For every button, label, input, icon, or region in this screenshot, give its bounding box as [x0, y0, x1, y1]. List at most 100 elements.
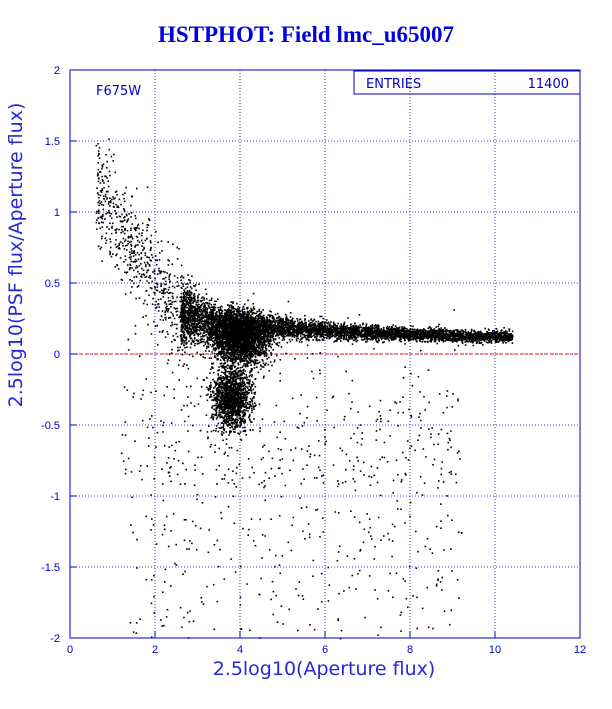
- data-point-3475: [338, 332, 340, 334]
- data-point-13: [343, 326, 346, 329]
- data-point-4161: [389, 330, 392, 332]
- data-point-3057: [500, 333, 502, 336]
- data-point-2762: [403, 337, 405, 340]
- data-point-978: [391, 334, 394, 336]
- data-point-718: [205, 331, 207, 333]
- data-point-4196: [316, 332, 319, 335]
- data-point-2646: [435, 331, 438, 334]
- data-point-4932: [200, 327, 202, 329]
- data-point-3997: [442, 329, 444, 331]
- data-point-1506: [307, 332, 310, 334]
- data-point-3993: [350, 333, 352, 335]
- data-point-2903: [199, 327, 201, 329]
- data-point-4908: [330, 331, 333, 333]
- data-point-817: [390, 337, 392, 340]
- data-point-4749: [269, 331, 271, 334]
- data-point-3039: [266, 337, 269, 339]
- data-point-930: [375, 325, 378, 328]
- data-point-4927: [434, 340, 436, 343]
- data-point-1912: [481, 338, 484, 341]
- data-point-4138: [309, 335, 312, 337]
- data-point-4428: [207, 331, 210, 333]
- data-point-3708: [393, 338, 396, 341]
- data-point-4577: [256, 323, 258, 325]
- data-point-4411: [454, 333, 456, 335]
- data-point-329: [440, 339, 443, 341]
- data-point-4093: [411, 328, 414, 331]
- data-point-174: [464, 330, 467, 333]
- data-point-2655: [416, 329, 419, 332]
- data-point-3167: [420, 330, 422, 333]
- data-point-3184: [203, 331, 206, 333]
- data-point-4505: [417, 333, 419, 336]
- data-point-3041: [352, 334, 354, 336]
- data-point-4058: [371, 334, 374, 336]
- data-point-3561: [270, 327, 273, 330]
- data-point-3045: [288, 334, 291, 336]
- data-point-3383: [191, 312, 194, 315]
- data-point-3633: [199, 332, 202, 334]
- data-point-4298: [332, 327, 335, 329]
- data-point-3890: [210, 319, 213, 321]
- data-point-4784: [335, 332, 337, 335]
- data-point-2366: [213, 352, 216, 355]
- data-point-2558: [268, 323, 271, 326]
- data-point-2950: [351, 330, 353, 332]
- data-point-4069: [298, 330, 301, 333]
- data-point-2405: [189, 296, 191, 299]
- data-point-4733: [208, 321, 210, 324]
- data-point-4670: [200, 304, 203, 307]
- data-point-1950: [454, 338, 457, 340]
- data-point-2273: [272, 321, 274, 323]
- data-point-3967: [433, 328, 435, 331]
- data-point-2378: [444, 336, 446, 338]
- data-point-3940: [448, 330, 450, 332]
- data-point-2719: [365, 340, 368, 343]
- data-point-3362: [433, 339, 436, 341]
- data-point-4916: [182, 326, 185, 329]
- data-point-4888: [291, 334, 293, 336]
- data-point-1622: [201, 313, 204, 315]
- data-point-324: [213, 321, 216, 323]
- data-point-3925: [361, 333, 364, 336]
- data-point-4910: [498, 333, 500, 336]
- data-point-4243: [301, 338, 303, 340]
- data-point-3289: [209, 321, 211, 323]
- data-point-1480: [193, 338, 196, 340]
- data-point-4160: [409, 332, 411, 334]
- data-point-1077: [388, 329, 390, 332]
- data-point-3506: [503, 333, 505, 336]
- data-point-2938: [374, 329, 377, 331]
- data-point-4613: [328, 329, 330, 331]
- data-point-1555: [495, 328, 498, 330]
- data-point-4918: [199, 310, 201, 313]
- data-point-4930: [389, 334, 391, 336]
- data-point-1499: [495, 332, 497, 335]
- data-point-4950: [300, 328, 302, 330]
- data-point-4588: [298, 328, 301, 330]
- data-point-3852: [416, 331, 418, 333]
- data-point-416: [355, 338, 357, 340]
- data-point-4330: [488, 332, 491, 334]
- data-point-1066: [190, 287, 193, 290]
- data-point-4044: [413, 328, 416, 331]
- data-point-4689: [330, 332, 333, 335]
- data-point-4584: [330, 325, 332, 327]
- data-point-4909: [367, 329, 369, 332]
- data-point-1084: [296, 320, 299, 322]
- data-point-795: [288, 332, 290, 335]
- data-point-428: [365, 326, 367, 328]
- data-point-1081: [284, 321, 287, 323]
- data-point-4302: [365, 332, 368, 335]
- data-point-4791: [354, 338, 357, 340]
- data-point-4905: [472, 334, 475, 336]
- data-point-2645: [323, 321, 326, 323]
- data-point-2226: [329, 335, 332, 337]
- data-point-3979: [314, 333, 317, 335]
- data-point-4078: [452, 338, 455, 341]
- data-point-4731: [507, 337, 510, 339]
- data-point-4904: [429, 333, 432, 336]
- data-point-4547: [200, 313, 203, 316]
- data-point-3751: [288, 338, 291, 341]
- data-point-2353: [353, 327, 356, 330]
